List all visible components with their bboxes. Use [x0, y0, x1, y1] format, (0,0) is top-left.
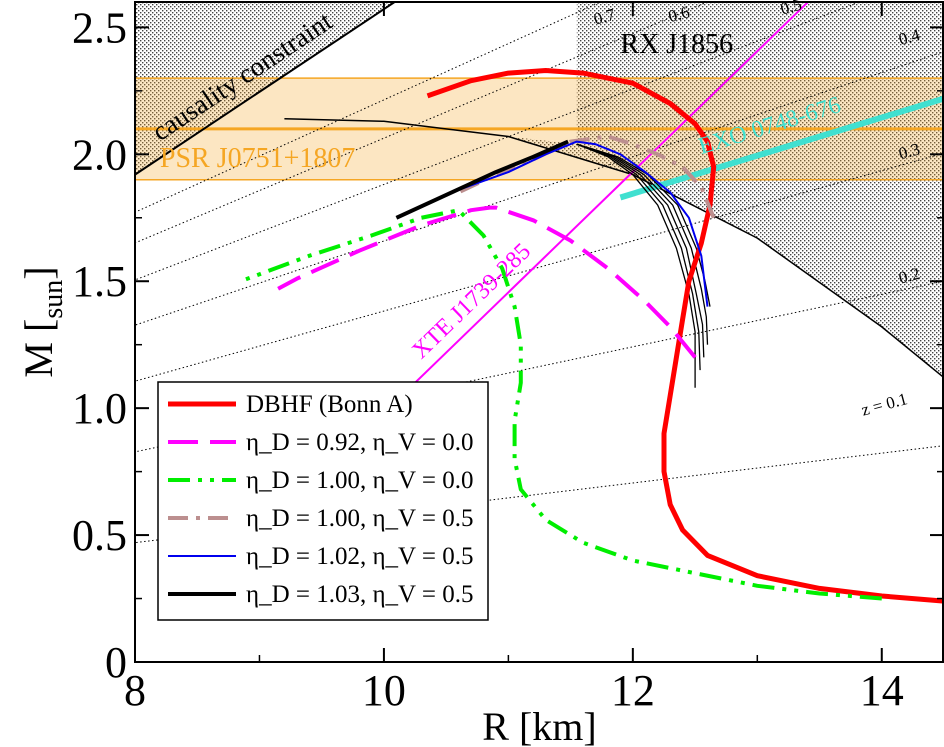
psr-label: PSR J0751+1807: [160, 143, 356, 174]
legend-label: DBHF (Bonn A): [246, 391, 413, 418]
redshift-label: 0.3: [897, 139, 922, 163]
redshift-label: 0.2: [897, 264, 922, 288]
redshift-label: 0.7: [592, 5, 618, 29]
xte-line: [414, 2, 810, 384]
rx-j1856-region: [508, 2, 944, 378]
y-tick-label: 1.5: [72, 257, 127, 306]
plot-frame: [134, 1, 944, 663]
legend-label: η_D = 1.00, η_V = 0.0: [246, 467, 474, 494]
legend-box: [157, 381, 489, 621]
y-axis-title-main: M [: [16, 319, 61, 378]
eos-family-curve: [576, 143, 709, 345]
redshift-line: [135, 280, 944, 453]
causality-line: [135, 2, 397, 176]
legend-label: η_D = 0.92, η_V = 0.0: [246, 429, 474, 456]
x-tick-label: 14: [860, 666, 904, 715]
exo-line: [619, 95, 944, 201]
redshift-lines: [135, 2, 944, 544]
series-line: [240, 208, 882, 601]
eos-family-curve: [576, 143, 696, 388]
legend: DBHF (Bonn A) η_D = 0.92, η_V = 0.0 η_D = …: [157, 381, 489, 621]
series-line: [408, 140, 709, 307]
y-tick-label: 2.0: [72, 130, 127, 179]
eos-family-curve: [576, 143, 705, 358]
series-line: [426, 68, 944, 604]
legend-label: η_D = 1.02, η_V = 0.5: [246, 543, 474, 570]
redshift-label: 0.4: [897, 25, 923, 49]
series-line: [277, 205, 697, 359]
redshift-label: 0.5: [778, 0, 803, 19]
series-line: [395, 139, 569, 220]
y-tick-label: 1.0: [72, 384, 127, 433]
legend-label: η_D = 1.00, η_V = 0.5: [246, 505, 474, 532]
x-tick-label: 10: [362, 666, 406, 715]
y-axis-title: M [sun]: [16, 266, 69, 377]
rx-j1856-label: RX J1856: [620, 29, 733, 60]
y-tick-label: 2.5: [72, 3, 127, 52]
y-tick-label: 0.5: [72, 511, 127, 560]
x-tick-label: 12: [611, 666, 655, 715]
y-tick-label: 0: [105, 638, 127, 687]
eos-family-curve: [576, 143, 701, 371]
y-axis-title-sub: sun: [38, 280, 69, 319]
series-line: [457, 134, 716, 219]
legend-label: η_D = 1.03, η_V = 0.5: [246, 581, 474, 608]
redshift-label: 0.6: [666, 2, 691, 26]
curves: [135, 2, 944, 604]
redshift-label: z = 0.1: [859, 389, 909, 419]
xte-label: XTE J1739-285: [407, 238, 536, 364]
axis-ticks: 8 10 12 14 0 0.5 1.0 1.5 2.0 2.5: [72, 2, 944, 715]
y-axis-title-close: ]: [16, 266, 61, 279]
x-axis-title: R [km]: [482, 704, 596, 747]
x-tick-label: 8: [124, 666, 146, 715]
redshift-line: [135, 2, 601, 213]
